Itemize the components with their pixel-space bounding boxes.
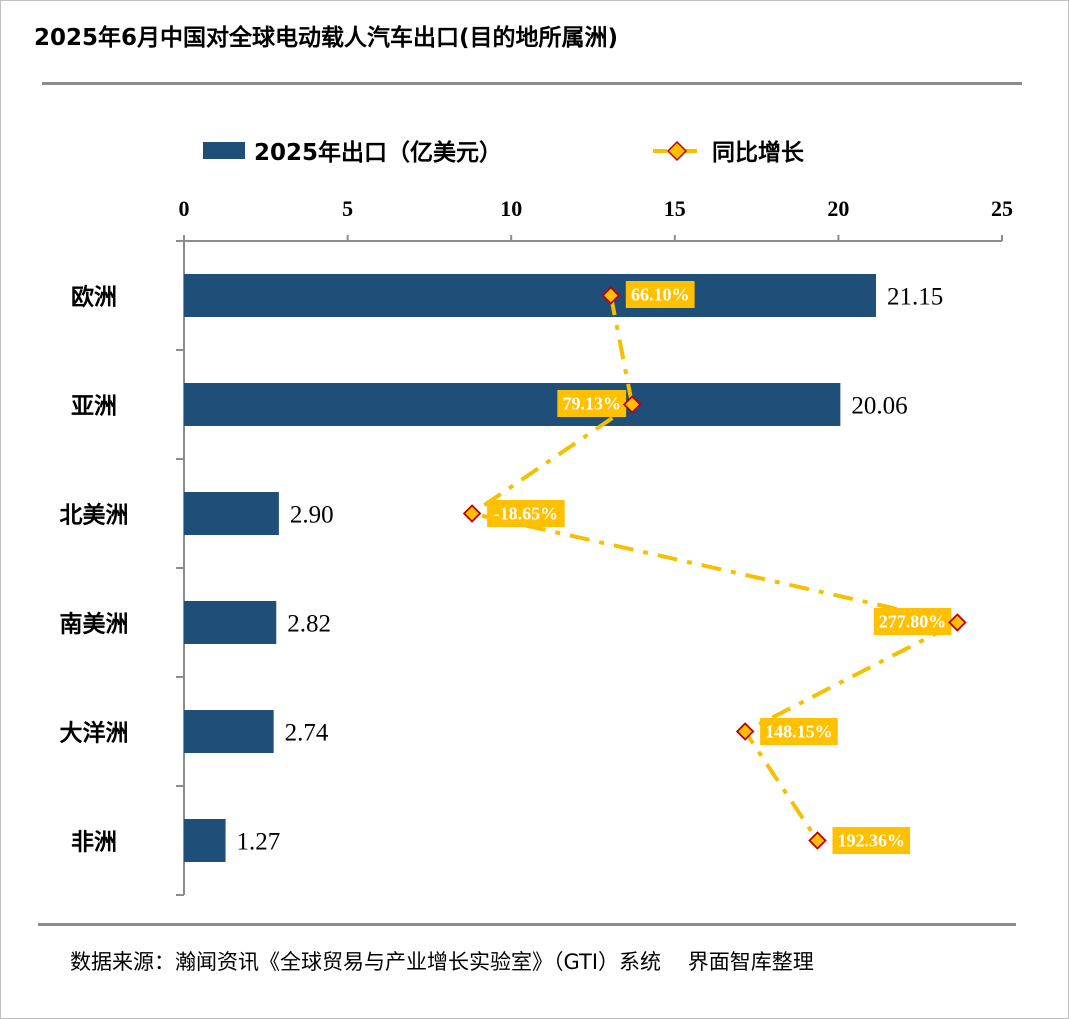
growth-label: 79.13% [562, 394, 621, 414]
growth-marker [808, 831, 827, 850]
growth-label-box [625, 281, 695, 308]
growth-line-layer: 66.10% 79.13% -18.65% 277.80% 148.15% 192.36% [462, 281, 967, 854]
bar [184, 383, 841, 426]
growth-label: 148.15% [765, 722, 833, 742]
bottom-rule [38, 923, 1016, 926]
category-label: 大洋洲 [60, 720, 129, 747]
growth-label-box [557, 390, 627, 417]
bar-value-label: 2.82 [287, 611, 331, 638]
bar [184, 492, 279, 535]
growth-marker [948, 613, 967, 632]
bar [184, 274, 877, 317]
x-tick-label: 25 [991, 196, 1013, 221]
growth-label: 192.36% [838, 831, 906, 851]
bars-layer: 欧洲 21.15 亚洲 20.06 北美洲 2.90 南美洲 2.82 大洋洲 2.74 非洲 1.2… [60, 274, 943, 862]
x-tick-label: 15 [664, 196, 686, 221]
chart-title: 2025年6月中国对全球电动载人汽车出口(目的地所属洲) [34, 25, 619, 51]
x-tick-label: 20 [827, 196, 849, 221]
growth-label-box [873, 608, 952, 635]
x-tick-label: 5 [342, 196, 353, 221]
growth-label-box [487, 500, 565, 527]
bar-value-label: 1.27 [237, 829, 281, 856]
growth-label: 66.10% [631, 285, 690, 305]
growth-line [467, 295, 964, 842]
growth-marker [735, 722, 755, 741]
x-tick-label: 10 [500, 196, 522, 221]
growth-marker [622, 395, 642, 414]
legend-bar-swatch [203, 142, 245, 159]
bar-value-label: 2.74 [285, 720, 329, 747]
category-label: 亚洲 [71, 394, 117, 420]
growth-marker [462, 504, 482, 523]
bar-value-label: 2.90 [290, 502, 334, 529]
bar [184, 601, 277, 644]
x-tick-label: 0 [179, 196, 190, 221]
legend: 2025年出口（亿美元） 同比增长 [203, 139, 805, 166]
growth-label: 277.80% [879, 612, 947, 632]
growth-label-box [832, 827, 911, 854]
category-label: 北美洲 [60, 502, 129, 529]
growth-marker [601, 286, 621, 305]
growth-label: -18.65% [494, 504, 559, 524]
growth-label-box [760, 718, 838, 745]
legend-bar-label: 2025年出口（亿美元） [254, 139, 502, 166]
category-label: 非洲 [71, 830, 117, 856]
bar [184, 819, 226, 862]
legend-line-label: 同比增长 [712, 139, 805, 166]
legend-diamond-icon [666, 140, 688, 162]
x-axis: 0 5 10 15 20 25 [176, 196, 1013, 896]
bar-value-label: 21.15 [887, 284, 943, 311]
category-label: 欧洲 [71, 285, 117, 311]
bar-value-label: 20.06 [851, 393, 907, 420]
category-label: 南美洲 [60, 611, 129, 638]
bar [184, 710, 274, 753]
top-rule [42, 82, 1022, 85]
source-note: 数据来源：瀚闻资讯《全球贸易与产业增长实验室》（GTI）系统 界面智库整理 [70, 950, 814, 974]
